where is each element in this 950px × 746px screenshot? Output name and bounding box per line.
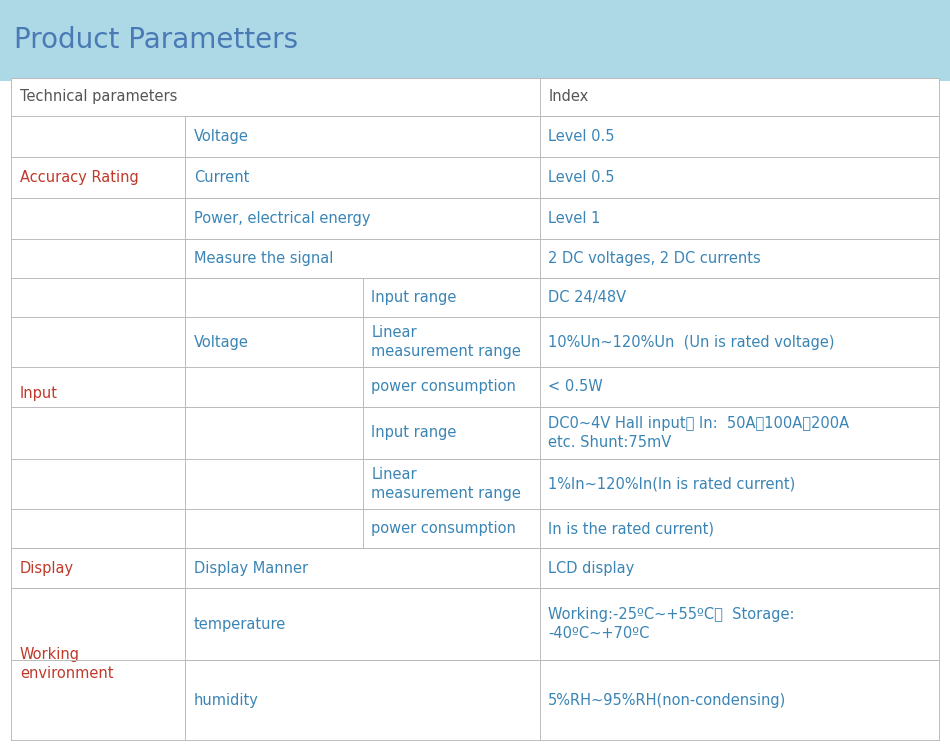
Text: Index: Index	[548, 90, 588, 104]
Text: 1%In~120%In(In is rated current): 1%In~120%In(In is rated current)	[548, 476, 795, 492]
Text: 10%Un~120%Un  (Un is rated voltage): 10%Un~120%Un (Un is rated voltage)	[548, 334, 835, 350]
Bar	[11, 239, 185, 548]
Bar	[11, 78, 540, 116]
Text: Technical parameters: Technical parameters	[20, 90, 178, 104]
Bar	[11, 116, 185, 239]
Text: In is the rated current): In is the rated current)	[548, 521, 714, 536]
Text: Input range: Input range	[371, 289, 457, 305]
Bar	[185, 198, 540, 239]
Bar	[11, 548, 185, 588]
Bar	[363, 317, 540, 367]
Text: humidity: humidity	[194, 692, 258, 708]
Bar	[363, 459, 540, 509]
Bar	[185, 548, 540, 588]
Bar	[540, 509, 939, 548]
Text: Linear
measurement range: Linear measurement range	[371, 325, 522, 359]
Bar	[540, 157, 939, 198]
Bar	[363, 278, 540, 317]
Text: Display: Display	[20, 560, 74, 576]
Bar	[185, 660, 540, 740]
Text: Input range: Input range	[371, 425, 457, 440]
Text: < 0.5W: < 0.5W	[548, 379, 603, 395]
Bar	[540, 660, 939, 740]
Bar	[363, 407, 540, 459]
Text: Accuracy Rating: Accuracy Rating	[20, 169, 139, 185]
Bar	[540, 317, 939, 367]
Bar	[540, 278, 939, 317]
Bar	[540, 548, 939, 588]
Text: Level 0.5: Level 0.5	[548, 169, 615, 185]
Text: Display Manner: Display Manner	[194, 560, 308, 576]
Text: LCD display: LCD display	[548, 560, 635, 576]
Bar	[363, 509, 540, 548]
Text: power consumption: power consumption	[371, 379, 517, 395]
Bar	[185, 278, 363, 407]
Bar	[540, 198, 939, 239]
Bar	[363, 367, 540, 407]
Text: Working
environment: Working environment	[20, 647, 113, 681]
Bar	[185, 239, 540, 278]
Bar	[540, 78, 939, 116]
Text: temperature: temperature	[194, 616, 286, 632]
Text: DC0~4V Hall input， In:  50A、100A、200A
etc. Shunt:75mV: DC0~4V Hall input， In: 50A、100A、200A etc…	[548, 416, 849, 450]
Bar	[185, 407, 363, 548]
Bar	[185, 157, 540, 198]
Text: 5%RH~95%RH(non-condensing): 5%RH~95%RH(non-condensing)	[548, 692, 787, 708]
Bar	[540, 407, 939, 459]
Text: Level 0.5: Level 0.5	[548, 128, 615, 144]
Bar	[185, 116, 540, 157]
Bar	[11, 588, 185, 740]
Text: Product Parametters: Product Parametters	[14, 26, 298, 54]
Bar	[540, 588, 939, 660]
Text: power consumption: power consumption	[371, 521, 517, 536]
Text: Current: Current	[194, 169, 249, 185]
Bar	[540, 116, 939, 157]
Text: DC 24/48V: DC 24/48V	[548, 289, 626, 305]
Bar	[540, 239, 939, 278]
Text: Working:-25ºC~+55ºC，  Storage:
-40ºC~+70ºC: Working:-25ºC~+55ºC， Storage: -40ºC~+70º…	[548, 607, 794, 641]
Text: Level 1: Level 1	[548, 210, 600, 226]
Text: 2 DC voltages, 2 DC currents: 2 DC voltages, 2 DC currents	[548, 251, 761, 266]
Text: Voltage: Voltage	[194, 128, 249, 144]
Bar	[0, 0, 950, 81]
Bar	[540, 367, 939, 407]
Text: Measure the signal: Measure the signal	[194, 251, 333, 266]
Text: Input: Input	[20, 386, 58, 401]
Text: Linear
measurement range: Linear measurement range	[371, 467, 522, 501]
Text: Power, electrical energy: Power, electrical energy	[194, 210, 370, 226]
Bar	[540, 459, 939, 509]
Bar	[11, 78, 939, 740]
Bar	[185, 588, 540, 660]
Text: Voltage: Voltage	[194, 334, 249, 350]
